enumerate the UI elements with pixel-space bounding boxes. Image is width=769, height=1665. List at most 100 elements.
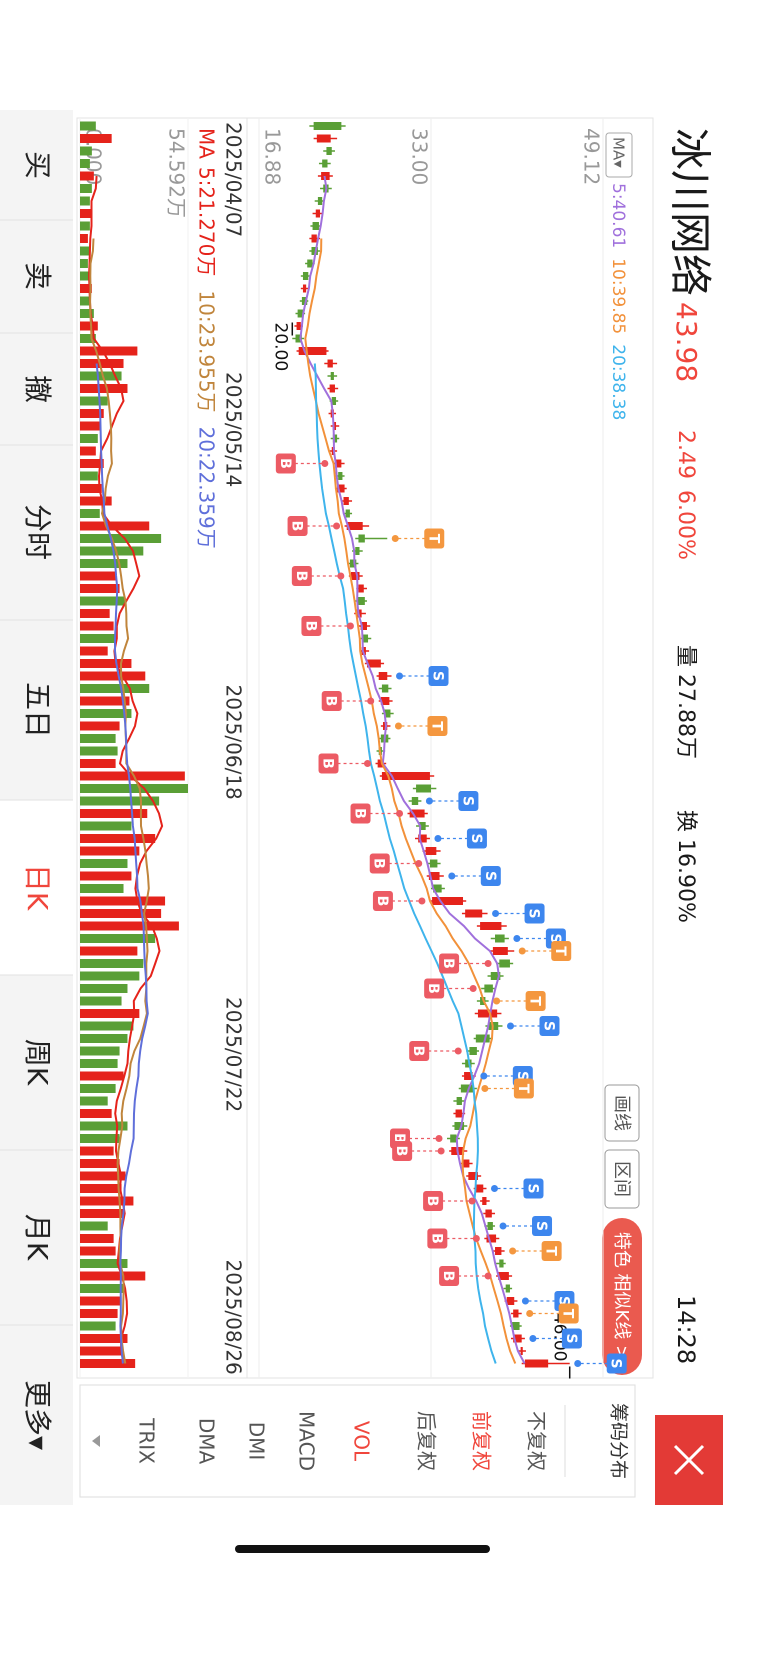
candle-body xyxy=(330,372,334,380)
nav-item[interactable]: 五日 xyxy=(21,682,54,738)
volume-ma-legend-item: 5:21.270万 xyxy=(195,167,219,276)
similar-label[interactable]: 特色 相似K线 > xyxy=(611,1232,632,1360)
change-pct: 6.00% xyxy=(673,490,698,560)
signal-dot xyxy=(481,1085,489,1092)
signal-flag xyxy=(275,453,296,474)
stock-name: 冰川网络 xyxy=(666,128,715,296)
volume-bar xyxy=(79,796,160,806)
draw-label[interactable]: 画线 xyxy=(611,1095,632,1131)
candle-body xyxy=(311,234,317,243)
adjust-option[interactable]: 前复权 xyxy=(470,1411,494,1471)
volume-bar xyxy=(79,246,90,256)
signal-dot xyxy=(434,835,442,842)
signal-label: T xyxy=(428,721,444,731)
signal-dot xyxy=(437,1147,445,1155)
nav-item[interactable]: 更多▾ xyxy=(21,1380,54,1450)
candle-body xyxy=(411,797,419,805)
indicator-option[interactable]: DMA xyxy=(195,1418,219,1465)
indicator-option[interactable]: TRIX xyxy=(135,1417,159,1464)
volume-bar xyxy=(80,609,110,618)
volume-bar xyxy=(79,646,108,656)
nav-item[interactable]: 卖 xyxy=(21,262,54,290)
nav-item[interactable]: 买 xyxy=(21,151,54,179)
volume-bar xyxy=(80,134,112,143)
signal-label: B xyxy=(425,983,441,994)
signal-label: B xyxy=(374,896,390,907)
signal-dot xyxy=(367,697,375,705)
volume-bar xyxy=(80,234,88,243)
signal-flag xyxy=(439,1266,460,1286)
volume-bar xyxy=(80,1034,128,1043)
ma-line xyxy=(95,363,149,1364)
chip-distribution[interactable]: 筹码分布 xyxy=(608,1403,630,1479)
nav-dividers xyxy=(0,219,73,1326)
volume-bar xyxy=(80,1209,124,1218)
signal-label: B xyxy=(424,1196,440,1207)
range-label[interactable]: 区间 xyxy=(611,1161,632,1197)
candle-body xyxy=(484,984,493,993)
volume-bar xyxy=(80,146,92,156)
volume-bar xyxy=(79,934,156,943)
candle-body xyxy=(498,1272,509,1280)
volume-bar xyxy=(80,771,185,781)
nav-item[interactable]: 分时 xyxy=(21,504,54,560)
signal-dot xyxy=(396,672,404,680)
volume-bar xyxy=(79,1159,120,1168)
adjust-option[interactable]: 后复权 xyxy=(415,1411,439,1471)
volume-bar xyxy=(80,496,112,506)
volume-bar xyxy=(80,734,116,743)
candle-body xyxy=(520,1347,523,1355)
volume-bar xyxy=(79,834,156,843)
volume-bar xyxy=(80,409,104,418)
x-tick-label: 2025/05/14 xyxy=(222,372,246,487)
candle-body xyxy=(480,922,502,930)
signal-dot xyxy=(480,1072,488,1080)
nav-item[interactable]: 撤 xyxy=(21,375,54,403)
signal-label: T xyxy=(527,996,543,1006)
volume-bar xyxy=(79,621,114,631)
volume-bar xyxy=(79,396,108,406)
signal-label: S xyxy=(468,833,484,843)
signal-flag xyxy=(318,753,339,774)
candle-body xyxy=(355,547,360,555)
signal-flag xyxy=(539,1016,560,1036)
ma-label[interactable]: MA▾ xyxy=(610,137,628,168)
x-tick-label: 2025/08/26 xyxy=(222,1260,246,1375)
nav-item-active[interactable]: 日K xyxy=(21,864,54,911)
signal-flag xyxy=(428,666,449,686)
nav-item[interactable]: 月K xyxy=(21,1214,54,1261)
indicator-option[interactable]: DMI xyxy=(245,1422,269,1461)
signal-label: B xyxy=(277,458,293,469)
y-tick-label: 49.12 xyxy=(580,128,604,185)
signal-label: S xyxy=(482,871,498,881)
signal-label: T xyxy=(552,946,568,956)
more-indicators-arrow[interactable] xyxy=(92,1435,100,1447)
candle-body xyxy=(506,1297,515,1305)
indicator-option[interactable]: MACD xyxy=(295,1411,319,1471)
x-tick-label: 2025/04/07 xyxy=(222,122,246,237)
adjust-option[interactable]: 不复权 xyxy=(525,1411,549,1471)
volume-bar xyxy=(79,896,166,906)
range-button[interactable]: 区间 xyxy=(604,1149,640,1209)
draw-button[interactable]: 画线 xyxy=(604,1084,640,1142)
volume-bar xyxy=(80,1184,122,1193)
signal-label: T xyxy=(515,1084,531,1094)
volume-bar xyxy=(80,209,92,218)
nav-item[interactable]: 周K xyxy=(21,1039,54,1086)
signal-flag xyxy=(558,1303,579,1324)
signal-label: S xyxy=(533,1221,549,1231)
x-tick-label: 2025/06/18 xyxy=(222,685,246,800)
signal-dot xyxy=(469,985,477,992)
volume-bar xyxy=(79,159,90,168)
volume-bar xyxy=(79,221,90,231)
close-button[interactable] xyxy=(655,1415,723,1505)
x-tick-label: 2025/07/22 xyxy=(222,997,246,1112)
volume-bar xyxy=(79,1234,114,1243)
candle-body xyxy=(297,309,303,318)
ma-selector[interactable] xyxy=(605,132,633,178)
ma-legend-item: 5:40.61 xyxy=(608,183,628,248)
similar-kline-button[interactable]: 特色 相似K线 > xyxy=(602,1218,642,1375)
indicator-option[interactable]: VOL xyxy=(350,1421,374,1462)
